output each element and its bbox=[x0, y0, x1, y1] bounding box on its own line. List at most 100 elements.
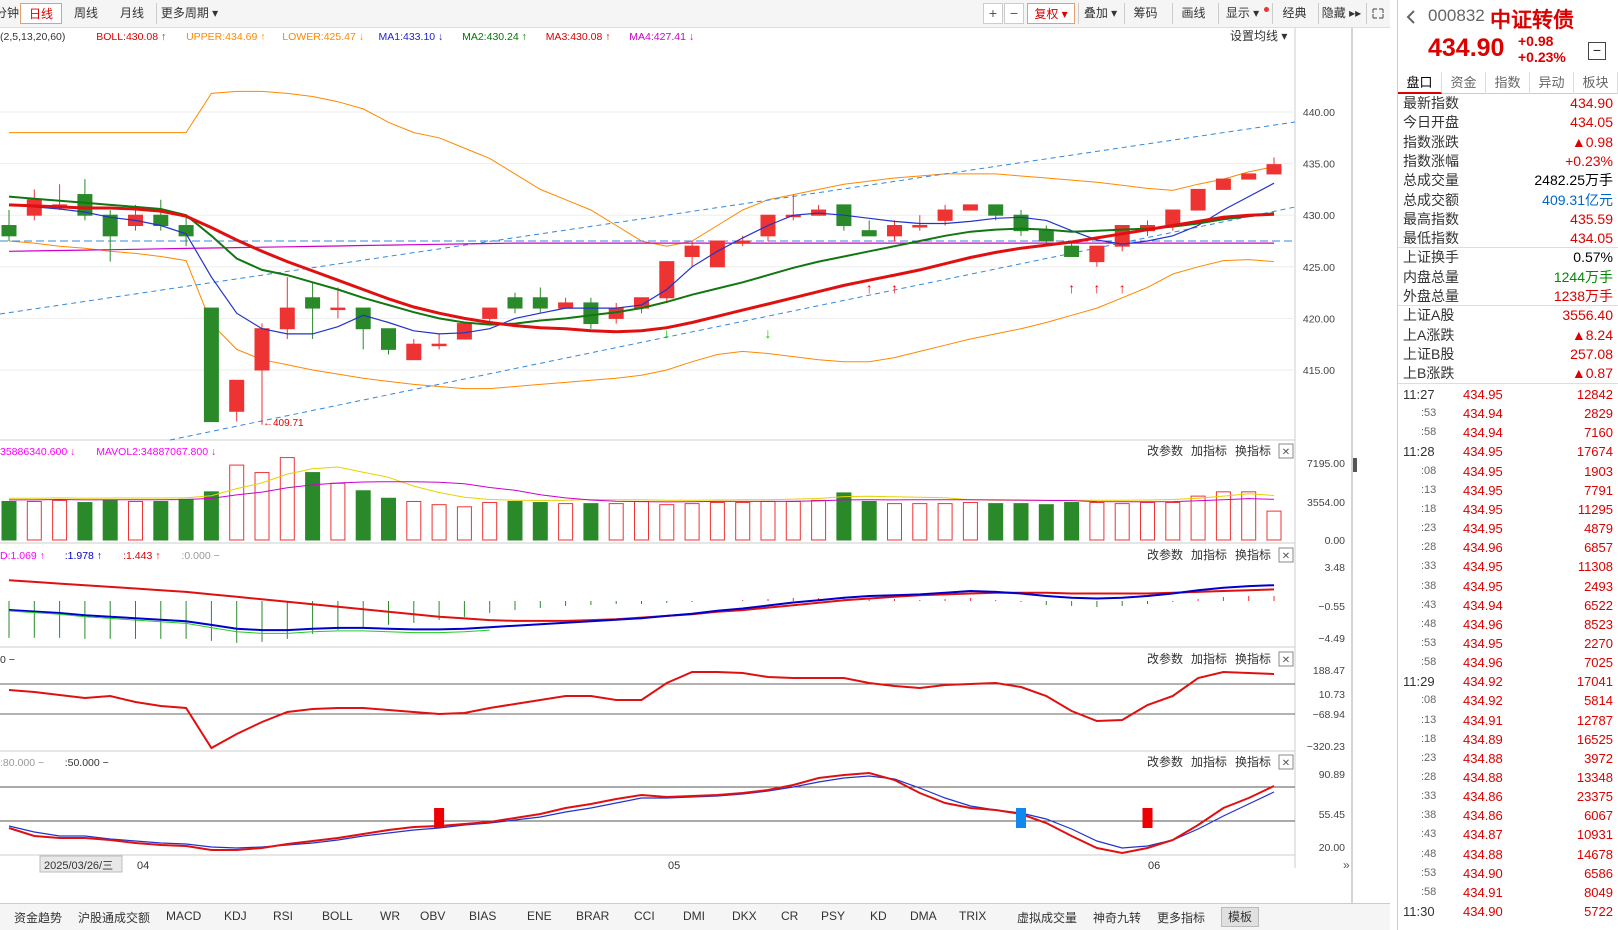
indicator-tab-9[interactable]: ENE bbox=[527, 909, 552, 923]
add-indicator-button[interactable]: 加指标 bbox=[1191, 754, 1227, 769]
tick-time: 11:28 bbox=[1403, 444, 1435, 460]
panel-resize-handle[interactable] bbox=[1353, 458, 1357, 472]
candle-body bbox=[988, 204, 1004, 216]
quote-tab-2[interactable]: 指数 bbox=[1486, 72, 1530, 94]
candle bbox=[1013, 210, 1029, 236]
tick-volume: 6586 bbox=[1584, 865, 1613, 881]
indicator-tab-13[interactable]: DKX bbox=[732, 909, 757, 923]
sell-arrow-icon: ↓ bbox=[663, 325, 670, 341]
ma-settings-button[interactable]: 设置均线 ▾ bbox=[1230, 29, 1287, 43]
indicator-tab-12[interactable]: DMI bbox=[683, 909, 705, 923]
classic-button[interactable]: 经典 bbox=[1272, 3, 1316, 24]
zoom-out-icon[interactable]: − bbox=[1004, 3, 1024, 24]
quote-row: 内盘总量 1244万手 bbox=[1403, 268, 1615, 287]
prev-arrow-icon[interactable] bbox=[1404, 9, 1418, 25]
macd-axis-label: −0.55 bbox=[1318, 601, 1345, 613]
fuquan-dropdown[interactable]: 复权 ▾ bbox=[1027, 3, 1075, 24]
quote-row: 上证换手 0.57% bbox=[1403, 248, 1615, 267]
overlay-dropdown[interactable]: 叠加 ▾ bbox=[1078, 3, 1122, 24]
volume-bar bbox=[1165, 502, 1181, 541]
tick-row: 11:30 434.90 5722 bbox=[1403, 902, 1615, 921]
indicator-tab-20[interactable]: 神奇九转 bbox=[1093, 911, 1142, 925]
indicator-tab-17[interactable]: DMA bbox=[910, 909, 937, 923]
chips-button[interactable]: 筹码 bbox=[1124, 3, 1166, 24]
add-indicator-button[interactable]: 加指标 bbox=[1191, 547, 1227, 562]
tick-volume: 11308 bbox=[1577, 559, 1613, 575]
zoom-in-icon[interactable]: + bbox=[983, 3, 1003, 24]
candle bbox=[381, 328, 396, 355]
close-indicator-icon[interactable] bbox=[1278, 651, 1294, 667]
candle-body bbox=[102, 214, 118, 237]
tick-volume: 11295 bbox=[1577, 501, 1613, 517]
indicator-tab-2[interactable]: MACD bbox=[166, 909, 202, 923]
scroll-right-icon[interactable]: » bbox=[1343, 858, 1350, 872]
cci-axis-label: 188.47 bbox=[1313, 665, 1345, 677]
indicator-tab-1[interactable]: 沪股通成交额 bbox=[78, 911, 151, 925]
kdj-axis-label: 20.00 bbox=[1319, 842, 1345, 854]
period-week[interactable]: 周线 bbox=[73, 6, 98, 20]
indicator-tab-8[interactable]: BIAS bbox=[469, 909, 497, 923]
swap-indicator-button[interactable]: 换指标 bbox=[1235, 651, 1271, 666]
kdj-legend-item: :50.000 − bbox=[65, 757, 109, 769]
indicator-tab-14[interactable]: CR bbox=[781, 909, 799, 923]
close-indicator-glyph: ✕ bbox=[1282, 447, 1290, 458]
quote-row-value: 409.31亿元 bbox=[1542, 191, 1613, 208]
chart-area[interactable]: (2,5,13,20,60) BOLL:430.08 ↑ UPPER:434.69 … bbox=[0, 28, 1390, 903]
indicator-tab-22[interactable]: 模板 bbox=[1221, 907, 1260, 927]
quote-tab-0[interactable]: 盘口 bbox=[1398, 72, 1442, 94]
quote-row-value: 3556.40 bbox=[1562, 307, 1613, 324]
stock-name: 中证转债 bbox=[1490, 9, 1574, 32]
indicator-tab-15[interactable]: PSY bbox=[821, 909, 846, 923]
period-day[interactable]: 日线 bbox=[20, 3, 62, 24]
edit-params-button[interactable]: 改参数 bbox=[1147, 651, 1183, 666]
indicator-tab-3[interactable]: KDJ bbox=[224, 909, 247, 923]
fullscreen-icon[interactable] bbox=[1366, 3, 1388, 24]
indicator-tab-18[interactable]: TRIX bbox=[959, 909, 987, 923]
indicator-tab-6[interactable]: WR bbox=[380, 909, 400, 923]
display-dropdown[interactable]: 显示 ▾ bbox=[1218, 3, 1266, 24]
tick-price: 434.95 bbox=[1463, 444, 1503, 460]
tick-volume: 8523 bbox=[1584, 616, 1613, 632]
period-minute[interactable]: 分钟 bbox=[0, 6, 19, 20]
indicator-tab-19[interactable]: 虚拟成交量 bbox=[1017, 911, 1078, 925]
draw-line-button[interactable]: 画线 bbox=[1172, 3, 1214, 24]
swap-indicator-button[interactable]: 换指标 bbox=[1235, 547, 1271, 562]
indicator-tab-21[interactable]: 更多指标 bbox=[1157, 911, 1206, 925]
volume-bar bbox=[1, 500, 17, 541]
add-indicator-button[interactable]: 加指标 bbox=[1191, 651, 1227, 666]
candle bbox=[785, 194, 801, 221]
period-month[interactable]: 月线 bbox=[119, 6, 144, 20]
tick-volume: 12842 bbox=[1576, 387, 1613, 402]
candle-body bbox=[77, 194, 93, 216]
edit-params-button[interactable]: 改参数 bbox=[1147, 443, 1183, 458]
more-periods-dropdown[interactable]: 更多周期 ▾ bbox=[156, 3, 222, 24]
price-change-pct: +0.23% bbox=[1518, 49, 1566, 65]
indicator-tab-16[interactable]: KD bbox=[870, 909, 887, 923]
quote-row-label: 上证B股 bbox=[1403, 345, 1455, 362]
macd-dea-line bbox=[8, 579, 1275, 622]
add-indicator-button[interactable]: 加指标 bbox=[1191, 443, 1227, 458]
swap-indicator-button[interactable]: 换指标 bbox=[1235, 754, 1271, 769]
quote-tab-4[interactable]: 板块 bbox=[1574, 72, 1618, 94]
kdj-signal-block bbox=[434, 808, 445, 828]
indicator-tab-10[interactable]: BRAR bbox=[576, 909, 610, 923]
quote-row: 最高指数 435.59 bbox=[1403, 210, 1615, 229]
candle-body bbox=[254, 328, 270, 371]
close-indicator-icon[interactable] bbox=[1278, 443, 1294, 459]
quote-tab-1[interactable]: 资金 bbox=[1442, 72, 1486, 94]
volume-bar bbox=[77, 502, 93, 541]
indicator-tab-11[interactable]: CCI bbox=[634, 909, 655, 923]
indicator-tab-7[interactable]: OBV bbox=[420, 909, 446, 923]
swap-indicator-button[interactable]: 换指标 bbox=[1235, 443, 1271, 458]
close-indicator-icon[interactable] bbox=[1278, 547, 1294, 563]
indicator-tab-4[interactable]: RSI bbox=[273, 909, 294, 923]
hide-button[interactable]: 隐藏 ▸▸ bbox=[1318, 3, 1364, 24]
indicator-tab-5[interactable]: BOLL bbox=[322, 909, 353, 923]
tick-row: :13 434.95 7791 bbox=[1403, 481, 1615, 500]
indicator-tab-0[interactable]: 资金趋势 bbox=[14, 911, 63, 925]
edit-params-button[interactable]: 改参数 bbox=[1147, 754, 1183, 769]
edit-params-button[interactable]: 改参数 bbox=[1147, 547, 1183, 562]
collapse-button[interactable]: − bbox=[1588, 42, 1606, 60]
close-indicator-icon[interactable] bbox=[1278, 754, 1294, 770]
quote-tab-3[interactable]: 异动 bbox=[1530, 72, 1574, 94]
